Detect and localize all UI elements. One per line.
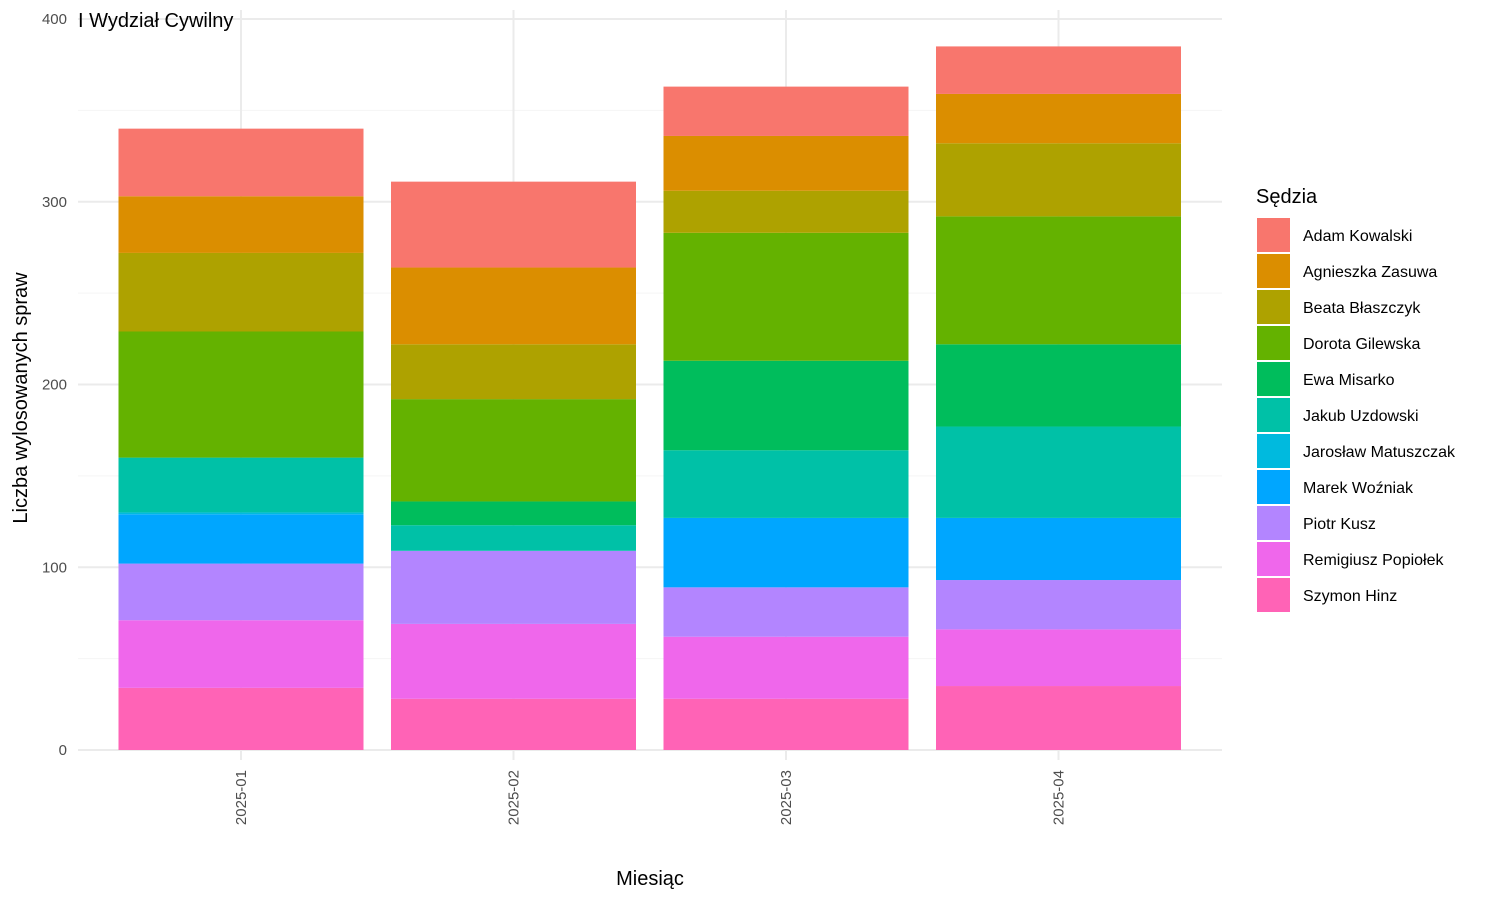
- bar-segment: [391, 698, 636, 750]
- x-axis-title: Miesiąc: [616, 868, 684, 890]
- legend: Sędzia Adam Kowalski Agnieszka Zasuwa Beat…: [1256, 186, 1456, 612]
- bar-segment: [663, 360, 909, 451]
- legend-label: Dorota Gilewska: [1303, 336, 1420, 353]
- legend-label: Jakub Uzdowski: [1303, 408, 1419, 425]
- bar-segment: [936, 344, 1181, 427]
- bar-segment: [391, 344, 636, 400]
- bar-segment: [118, 514, 364, 564]
- bars: [118, 46, 1181, 750]
- legend-key: [1257, 542, 1290, 576]
- x-axis-ticks: 2025-01 2025-02 2025-03 2025-04: [233, 770, 1068, 825]
- bar-segment: [118, 457, 364, 513]
- bar-segment: [663, 587, 909, 637]
- bar-segment: [663, 135, 909, 191]
- x-tick-label: 2025-03: [778, 770, 795, 825]
- legend-key: [1257, 506, 1290, 540]
- legend-label: Beata Błaszczyk: [1303, 300, 1421, 317]
- bar-segment: [936, 580, 1181, 630]
- y-tick-label: 400: [42, 11, 67, 28]
- bar-segment: [391, 623, 636, 699]
- bar-segment: [936, 517, 1181, 581]
- bar-segment: [118, 128, 364, 197]
- legend-title: Sędzia: [1256, 186, 1318, 208]
- bar-segment: [663, 636, 909, 699]
- chart-title: I Wydział Cywilny: [78, 10, 233, 32]
- bar-segment: [118, 331, 364, 458]
- y-tick-label: 0: [59, 742, 67, 759]
- y-tick-label: 300: [42, 194, 67, 211]
- bar-segment: [118, 620, 364, 688]
- legend-key: [1257, 326, 1290, 360]
- bar-segment: [936, 686, 1181, 750]
- y-tick-label: 200: [42, 377, 67, 394]
- bar-segment: [936, 143, 1181, 217]
- bar-segment: [936, 629, 1181, 687]
- bar-segment: [663, 232, 909, 361]
- bar-segment: [936, 93, 1181, 144]
- legend-label: Adam Kowalski: [1303, 228, 1412, 245]
- bar-segment: [391, 525, 636, 551]
- bar-segment: [391, 501, 636, 526]
- x-tick-label: 2025-04: [1051, 770, 1068, 825]
- legend-label: Szymon Hinz: [1303, 588, 1397, 605]
- legend-items: Adam Kowalski Agnieszka Zasuwa Beata Błasz…: [1257, 218, 1456, 612]
- legend-key: [1257, 218, 1290, 252]
- x-tick-label: 2025-01: [233, 770, 250, 825]
- legend-label: Agnieszka Zasuwa: [1303, 264, 1437, 281]
- bar-segment: [663, 698, 909, 750]
- legend-key: [1257, 254, 1290, 288]
- legend-label: Remigiusz Popiołek: [1303, 552, 1445, 569]
- bar-segment: [118, 512, 364, 515]
- bar-segment: [118, 687, 364, 750]
- bar-segment: [663, 86, 909, 136]
- bar-segment: [936, 216, 1181, 345]
- bar-segment: [391, 550, 636, 624]
- legend-label: Piotr Kusz: [1303, 516, 1376, 533]
- bar-segment: [118, 196, 364, 253]
- legend-label: Marek Woźniak: [1303, 480, 1414, 497]
- y-axis-ticks: 0 100 200 300 400: [42, 11, 67, 759]
- bar-segment: [391, 181, 636, 268]
- y-axis-title: Liczba wylosowanych spraw: [10, 272, 32, 524]
- bar-segment: [936, 426, 1181, 518]
- bar-segment: [663, 190, 909, 233]
- bar-segment: [936, 46, 1181, 94]
- legend-label: Jarosław Matuszczak: [1303, 444, 1456, 461]
- bar-segment: [391, 267, 636, 345]
- legend-key: [1257, 362, 1290, 396]
- legend-key: [1257, 398, 1290, 432]
- legend-key: [1257, 470, 1290, 504]
- x-tick-label: 2025-02: [506, 770, 523, 825]
- legend-key: [1257, 578, 1290, 612]
- legend-label: Ewa Misarko: [1303, 372, 1395, 389]
- bar-segment: [118, 563, 364, 621]
- bar-segment: [663, 517, 909, 588]
- bar-segment: [391, 399, 636, 502]
- legend-key: [1257, 290, 1290, 324]
- legend-key: [1257, 434, 1290, 468]
- y-tick-label: 100: [42, 559, 67, 576]
- bar-segment: [663, 450, 909, 518]
- bar-segment: [118, 252, 364, 332]
